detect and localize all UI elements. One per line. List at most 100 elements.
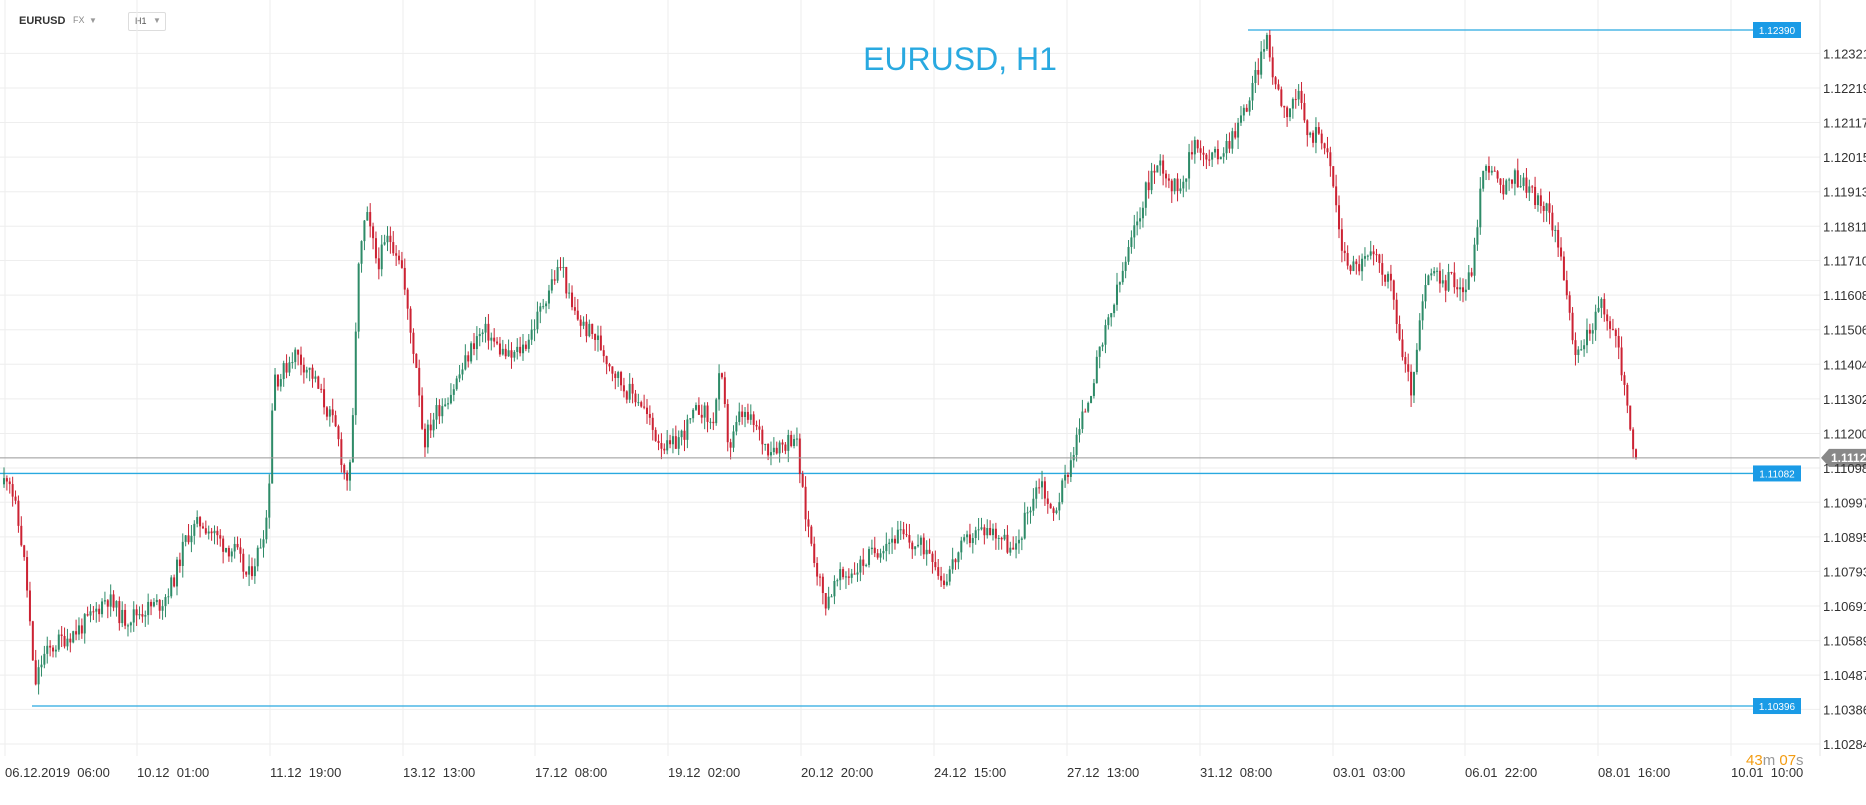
candle-body [527, 339, 530, 349]
candle-body [455, 378, 458, 390]
candle-body [1133, 225, 1136, 238]
x-tick-label: 20.12 20:00 [801, 765, 873, 780]
candle-body [1170, 180, 1173, 192]
timeframe-selector[interactable]: H1 ▼ [128, 12, 166, 31]
candle-body [522, 344, 525, 354]
candle-body [1568, 295, 1571, 313]
candle-countdown: 43m 07s [1746, 752, 1804, 769]
candle-body [1196, 140, 1199, 149]
candle-body [1087, 402, 1090, 412]
candle-body [46, 645, 49, 654]
candle-body [297, 349, 300, 355]
candle-body [680, 430, 683, 438]
x-tick-label: 10.12 01:00 [137, 765, 209, 780]
x-tick-label: 24.12 15:00 [934, 765, 1006, 780]
candle-body [1263, 49, 1266, 52]
candle-body [432, 419, 435, 431]
candle-body [1557, 229, 1560, 248]
candle-body [92, 611, 95, 613]
candle-body [1531, 186, 1534, 188]
candle-body [481, 332, 484, 335]
candle-body [343, 465, 346, 473]
candle-body [1346, 253, 1349, 266]
candle-body [1476, 227, 1479, 245]
candle-body [504, 348, 507, 357]
x-tick-label: 27.12 13:00 [1067, 765, 1139, 780]
candle-body [161, 606, 164, 611]
candle-body [372, 226, 375, 239]
candle-body [545, 303, 548, 307]
candle-body [250, 566, 253, 577]
candle-body [1078, 429, 1081, 435]
candle-body [124, 609, 127, 626]
candle-body [772, 447, 775, 453]
candle-body [1136, 221, 1139, 226]
candle-body [608, 364, 611, 367]
candle-body [72, 631, 75, 643]
candle-body [689, 418, 692, 420]
candle-body [954, 559, 957, 563]
candle-body [599, 335, 602, 351]
x-tick-label: 03.01 03:00 [1333, 765, 1405, 780]
candle-body [43, 653, 46, 665]
candle-body [152, 602, 155, 607]
candle-body [1401, 339, 1404, 358]
candle-body [934, 562, 937, 568]
candle-body [1404, 357, 1407, 365]
candle-body [709, 421, 712, 423]
x-tick-label: 06.12.2019 06:00 [5, 765, 110, 780]
candle-body [1167, 178, 1170, 181]
candle-body [1283, 105, 1286, 108]
candle-body [1511, 179, 1514, 184]
candle-body [248, 566, 251, 575]
candle-body [1306, 120, 1309, 136]
symbol-label[interactable]: EURUSD [19, 15, 66, 27]
candle-body [1629, 405, 1632, 430]
candle-body [1614, 329, 1617, 336]
market-selector[interactable]: FX [73, 15, 85, 25]
candle-body [905, 534, 908, 536]
candle-body [888, 542, 891, 544]
candle-body [213, 530, 216, 534]
candle-body [671, 436, 674, 445]
candle-body [271, 410, 274, 484]
candle-body [764, 443, 767, 445]
candle-body [1461, 287, 1465, 293]
y-tick-label: 1.11913 [1823, 185, 1866, 200]
candle-body [31, 621, 34, 661]
candle-body [911, 542, 914, 550]
candle-body [729, 442, 732, 448]
candle-body [1029, 510, 1032, 513]
candle-body [265, 517, 268, 540]
candle-body [1338, 205, 1341, 230]
candle-body [392, 242, 395, 254]
candle-body [565, 266, 568, 294]
candle-body [697, 405, 700, 415]
candle-body [821, 576, 824, 594]
candle-body [550, 279, 553, 291]
chevron-down-icon[interactable]: ▼ [89, 16, 97, 25]
candles [2, 30, 1638, 695]
candle-body [781, 442, 784, 445]
candle-body [1009, 547, 1012, 553]
candle-body [683, 430, 686, 440]
y-tick-label: 1.10895 [1823, 530, 1866, 545]
candle-body [1554, 229, 1557, 231]
y-tick-label: 1.11710 [1823, 254, 1866, 269]
level-badge [1753, 698, 1801, 715]
candle-body [735, 421, 738, 432]
candle-body [69, 638, 72, 643]
candle-body [692, 409, 695, 419]
candle-body [1052, 508, 1055, 514]
candle-body [1141, 207, 1144, 219]
candle-body [150, 601, 153, 607]
candle-body [1438, 270, 1441, 284]
candle-body [631, 383, 634, 394]
candle-body [1525, 177, 1528, 193]
candle-body [239, 547, 242, 554]
candle-body [989, 527, 992, 536]
candle-body [844, 576, 847, 578]
y-tick-label: 1.11404 [1823, 357, 1866, 372]
candle-body [775, 447, 778, 454]
